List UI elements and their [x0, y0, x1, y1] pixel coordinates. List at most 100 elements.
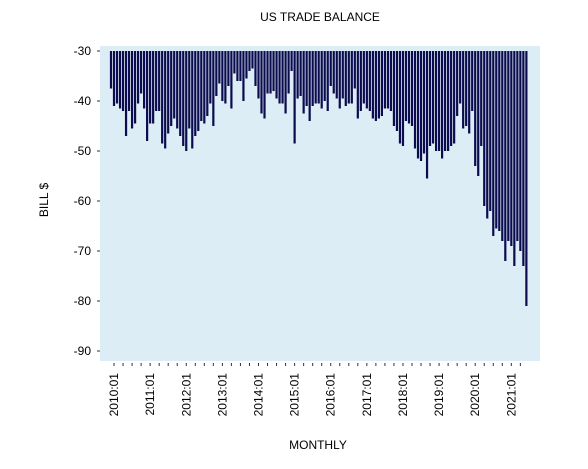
bar: [347, 51, 350, 104]
bar: [480, 51, 483, 146]
bar: [121, 51, 125, 111]
x-axis-label: MONTHLY: [289, 438, 347, 452]
x-tick-label: 2015:01: [288, 373, 302, 417]
bar: [215, 51, 218, 96]
bar: [130, 51, 134, 129]
bar: [516, 51, 519, 241]
bar: [314, 51, 317, 104]
bar: [522, 51, 525, 266]
bar: [109, 51, 113, 89]
bar: [471, 51, 474, 111]
bar: [179, 51, 182, 136]
bar: [188, 51, 191, 129]
bar: [266, 51, 269, 94]
bar: [489, 51, 492, 211]
bar: [477, 51, 480, 176]
x-tick-label: 2016:01: [324, 373, 338, 417]
bar: [305, 51, 308, 106]
bar: [392, 51, 396, 126]
bar: [227, 51, 230, 86]
bar: [335, 51, 338, 99]
bar: [341, 51, 344, 99]
bar: [242, 51, 245, 101]
bar: [149, 51, 152, 124]
bar: [353, 51, 356, 89]
bar: [413, 51, 417, 149]
bar: [450, 51, 453, 146]
bar: [419, 51, 423, 161]
bar: [332, 51, 335, 94]
bar: [118, 51, 122, 109]
bar: [507, 51, 510, 241]
bar: [290, 51, 293, 71]
bar: [383, 51, 387, 109]
bar: [191, 51, 194, 149]
bar: [161, 51, 164, 144]
bar: [218, 51, 221, 84]
bar: [112, 51, 116, 106]
y-tick-label: -30: [74, 44, 92, 58]
bar: [293, 51, 296, 144]
y-axis-label: BILL $: [37, 183, 51, 218]
bar: [224, 51, 227, 104]
bar: [146, 51, 149, 141]
bar: [143, 51, 146, 109]
bar: [124, 51, 128, 136]
bar: [326, 51, 329, 111]
bar: [410, 51, 414, 126]
x-tick-label: 2020:01: [468, 373, 482, 417]
bar: [486, 51, 489, 219]
bar: [377, 51, 380, 119]
bar: [197, 51, 200, 131]
y-tick-label: -60: [74, 194, 92, 208]
bar: [287, 51, 290, 94]
bar: [200, 51, 203, 121]
bar: [453, 51, 456, 144]
bar: [365, 51, 368, 109]
bar: [209, 51, 212, 104]
bar: [320, 51, 323, 109]
bar: [173, 51, 176, 119]
bar-group: [109, 51, 528, 306]
x-tick-label: 2014:01: [252, 373, 266, 417]
bar: [474, 51, 477, 166]
bar: [182, 51, 185, 146]
bar: [245, 51, 248, 79]
x-tick-label: 2017:01: [360, 373, 374, 417]
bar: [338, 51, 341, 109]
bar: [428, 51, 432, 146]
bar: [456, 51, 459, 116]
x-axis: 2010:01 2011:01 2012:01 2013:01 2014:01 2015:…: [107, 363, 521, 417]
bar: [212, 51, 215, 126]
bar: [323, 51, 326, 101]
bar: [136, 51, 140, 104]
bar: [170, 51, 173, 126]
bar: [498, 51, 501, 231]
bar: [395, 51, 399, 131]
bar: [468, 51, 471, 134]
bar: [133, 51, 137, 124]
bar: [437, 51, 441, 151]
bar: [248, 51, 251, 71]
bar: [257, 51, 260, 99]
bar: [344, 51, 347, 106]
bar: [236, 51, 239, 81]
bar: [374, 51, 377, 121]
bar: [398, 51, 402, 144]
bar: [275, 51, 278, 99]
bar: [444, 51, 447, 151]
bar: [167, 51, 170, 134]
bar: [263, 51, 266, 119]
bar: [525, 51, 528, 306]
bar: [422, 51, 426, 154]
bar: [278, 51, 281, 104]
bar: [431, 51, 435, 144]
bar: [317, 51, 320, 104]
x-tick-label: 2011:01: [143, 373, 157, 416]
bar: [311, 51, 314, 106]
x-tick-label: 2012:01: [179, 373, 193, 417]
bar: [158, 51, 161, 111]
bar: [371, 51, 374, 119]
bar: [513, 51, 516, 266]
